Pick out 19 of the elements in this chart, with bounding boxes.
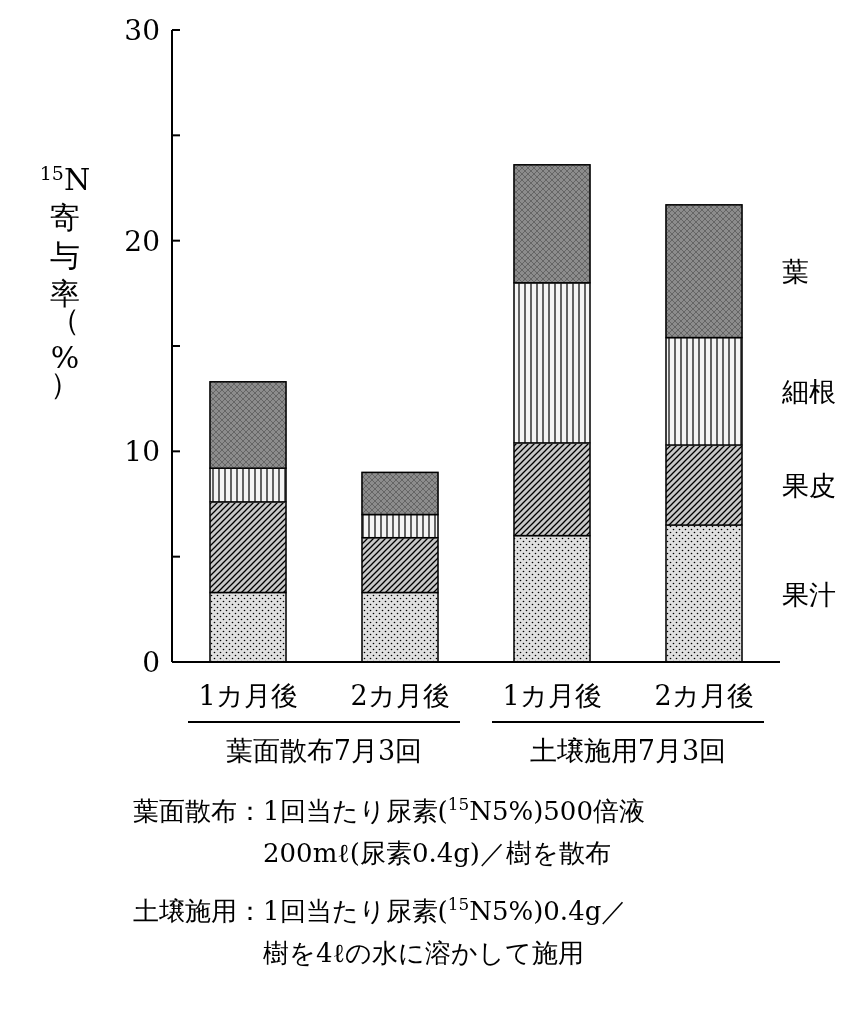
y-tick-label: 30 <box>124 14 160 47</box>
y-tick-label: 0 <box>142 646 160 679</box>
text: 土壌施用：1回当たり尿素($^{15}$N5%)0.4g／ <box>133 894 628 926</box>
series-label: 葉 <box>782 256 809 288</box>
x-tick-label: 1カ月後 <box>198 680 298 711</box>
series-label: 細根 <box>781 376 836 408</box>
text: 樹を4ℓの水に溶かして施用 <box>263 938 584 968</box>
text: 200mℓ(尿素0.4g)／樹を散布 <box>263 838 612 868</box>
y-tick-label: 10 <box>124 435 160 469</box>
x-tick-label: 2カ月後 <box>350 680 450 711</box>
series-label: 果皮 <box>782 470 836 502</box>
x-tick-label: 1カ月後 <box>502 680 602 711</box>
text: 葉面散布7月3回 <box>225 735 423 766</box>
text: 土壌施用7月3回 <box>529 735 727 766</box>
series-label: 果汁 <box>782 578 836 610</box>
y-axis-title: $^{15}$N寄与率（%） <box>39 162 91 401</box>
x-tick-label: 2カ月後 <box>654 680 754 711</box>
text: 葉面散布：1回当たり尿素($^{15}$N5%)500倍液 <box>133 794 645 826</box>
y-tick-label: 20 <box>124 224 160 258</box>
